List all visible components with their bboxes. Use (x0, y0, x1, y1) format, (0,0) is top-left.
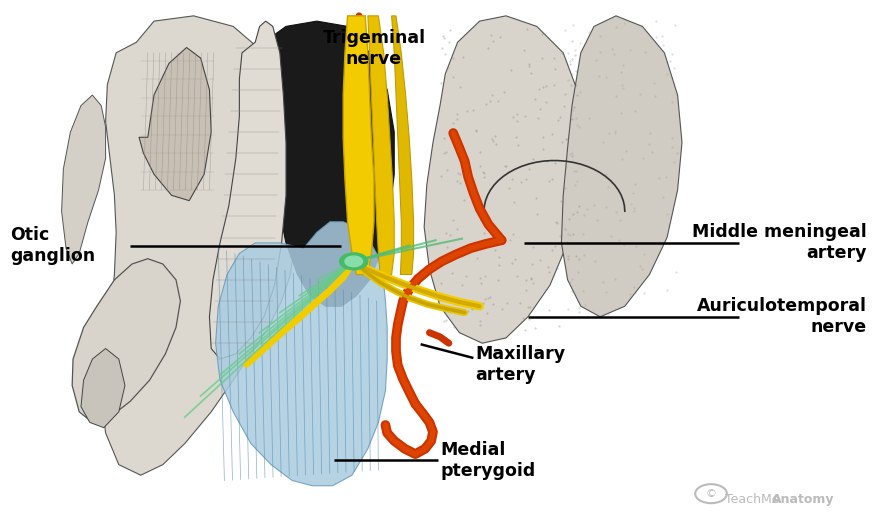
Polygon shape (343, 16, 374, 275)
Text: ©: © (706, 489, 716, 498)
Polygon shape (392, 16, 414, 275)
Polygon shape (209, 21, 286, 359)
Text: TeachMe: TeachMe (725, 493, 780, 506)
Text: Medial
pterygoid: Medial pterygoid (440, 441, 535, 480)
Polygon shape (81, 348, 125, 428)
Text: Auriculotemporal
nerve: Auriculotemporal nerve (697, 297, 867, 336)
Circle shape (340, 253, 368, 270)
Polygon shape (257, 21, 394, 306)
Polygon shape (368, 16, 394, 275)
Polygon shape (62, 95, 106, 264)
Text: Maxillary
artery: Maxillary artery (475, 345, 565, 384)
Polygon shape (216, 222, 387, 486)
Polygon shape (561, 16, 682, 317)
Polygon shape (139, 48, 211, 201)
Text: Middle meningeal
artery: Middle meningeal artery (692, 223, 867, 262)
Text: Trigeminal
nerve: Trigeminal nerve (322, 29, 426, 68)
Text: Otic
ganglion: Otic ganglion (11, 226, 96, 265)
Polygon shape (101, 16, 299, 475)
Polygon shape (424, 16, 583, 343)
Text: Anatomy: Anatomy (772, 493, 834, 506)
Polygon shape (72, 259, 180, 422)
Circle shape (345, 256, 363, 267)
